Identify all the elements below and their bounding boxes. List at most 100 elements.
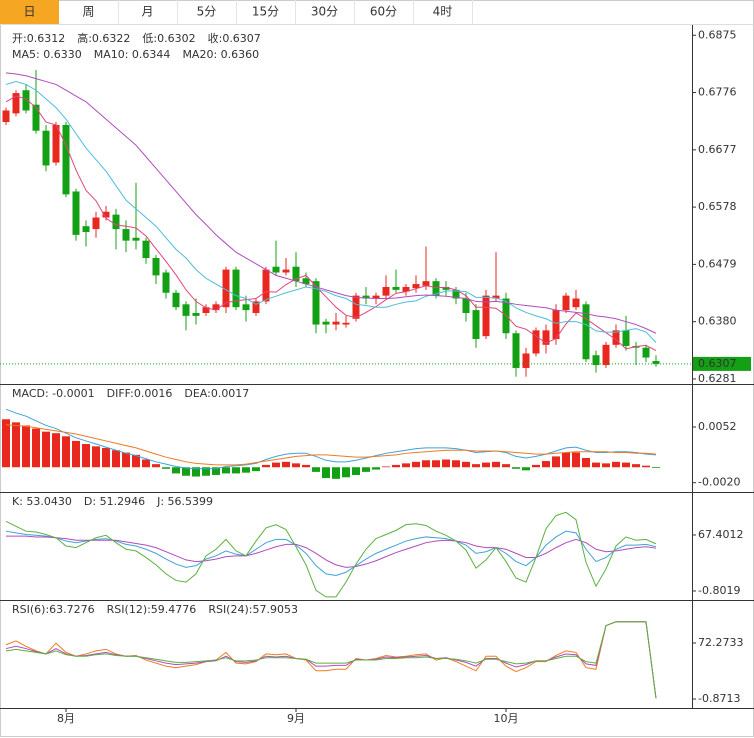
candle-body (382, 286, 390, 296)
macd-bar (412, 461, 420, 468)
macd-bar (472, 464, 480, 468)
candle-body (532, 330, 540, 354)
candle-body (112, 214, 120, 230)
legend-entry: 低:0.6302 (142, 32, 195, 45)
macd-bar (332, 467, 340, 479)
x-tick-label: 8月 (57, 712, 75, 725)
candle-body (642, 347, 650, 358)
y-tick-label: 0.0052 (698, 420, 737, 433)
legend-entry: J: 56.5399 (156, 495, 213, 508)
candle-body (292, 266, 300, 282)
candle-body (232, 269, 240, 308)
y-tick-label: -0.0020 (698, 476, 740, 489)
indicator-line (5, 511, 657, 598)
legend-entry: MA20: 0.6360 (182, 48, 259, 61)
indicator-line (5, 621, 657, 699)
macd-bar (52, 433, 60, 468)
candle-body (582, 304, 590, 360)
macd-bar (22, 425, 30, 468)
candle-body (212, 304, 220, 311)
candle-body (362, 295, 370, 299)
tab[interactable]: 60分 (370, 5, 397, 19)
legend-entry: K: 53.0430 (12, 495, 72, 508)
candle-body (262, 269, 270, 302)
macd-bar (162, 467, 170, 469)
macd-bar (272, 462, 280, 468)
y-tick-label: 0.6380 (698, 315, 737, 328)
macd-bar (312, 467, 320, 472)
legend-entry: RSI(24):57.9053 (208, 603, 298, 616)
macd-bar (342, 467, 350, 478)
legend-entry: 开:0.6312 (12, 32, 65, 45)
macd-bar (62, 436, 70, 468)
candle-body (472, 310, 480, 340)
macd-bar (102, 447, 110, 468)
tab[interactable]: 月 (141, 5, 153, 19)
macd-bar (572, 452, 580, 468)
macd-bar (32, 428, 40, 468)
macd-bar (112, 450, 120, 468)
legend-entry: D: 51.2946 (84, 495, 145, 508)
tab[interactable]: 30分 (311, 5, 338, 19)
legend-entry: 高:0.6322 (77, 31, 130, 45)
macd-bar (42, 431, 50, 468)
y-tick-label: 0.6578 (698, 200, 737, 213)
tab[interactable]: 周 (82, 5, 94, 19)
macd-bar (182, 467, 190, 476)
tab[interactable]: 15分 (252, 5, 279, 19)
candle-body (302, 278, 310, 285)
candle-body (612, 330, 620, 345)
candle-body (182, 304, 190, 316)
macd-bar (602, 463, 610, 468)
y-tick-label: 0.6776 (698, 86, 737, 99)
macd-bar (562, 452, 570, 468)
candle-body (322, 321, 330, 325)
candle-body (72, 191, 80, 235)
macd-bar (2, 419, 10, 468)
macd-bar (632, 464, 640, 468)
macd-bar (82, 444, 90, 468)
legend-entry: 收:0.6307 (208, 31, 261, 45)
ma-line (5, 81, 657, 343)
tab[interactable]: 4时 (433, 5, 453, 19)
macd-bar (402, 463, 410, 468)
candle-body (342, 322, 350, 325)
candle-body (52, 124, 60, 163)
candle-body (562, 295, 570, 311)
candle-body (12, 93, 20, 114)
tab[interactable]: 日 (23, 5, 35, 19)
candle-body (542, 330, 550, 345)
macd-bar (512, 467, 520, 469)
y-tick-label: 0.6281 (698, 372, 737, 385)
macd-bar (72, 440, 80, 468)
macd-bar (552, 456, 560, 468)
y-tick-label: 72.2733 (698, 636, 744, 649)
macd-bar (212, 467, 220, 475)
y-tick-label: 0.6875 (698, 28, 737, 41)
candle-body (42, 130, 50, 166)
candle-body (142, 240, 150, 259)
legend-entry: DIFF:0.0016 (107, 387, 173, 400)
tab[interactable]: 5分 (197, 5, 217, 19)
macd-bar (642, 465, 650, 468)
candle-body (422, 281, 430, 286)
macd-bar (382, 466, 390, 468)
macd-bar (592, 462, 600, 468)
legend-entry: RSI(12):59.4776 (107, 603, 197, 616)
macd-bar (132, 454, 140, 468)
candle-body (162, 272, 170, 293)
macd-bar (302, 464, 310, 468)
candle-body (482, 295, 490, 337)
legend-entry: RSI(6):63.7276 (12, 603, 95, 616)
macd-bar (622, 462, 630, 468)
macd-line (5, 424, 657, 466)
candle-body (312, 281, 320, 325)
macd-bar (582, 457, 590, 468)
candle-body (372, 295, 380, 299)
candle-body (242, 304, 250, 311)
candle-body (572, 298, 580, 308)
candle-body (352, 295, 360, 319)
candle-body (402, 286, 410, 292)
